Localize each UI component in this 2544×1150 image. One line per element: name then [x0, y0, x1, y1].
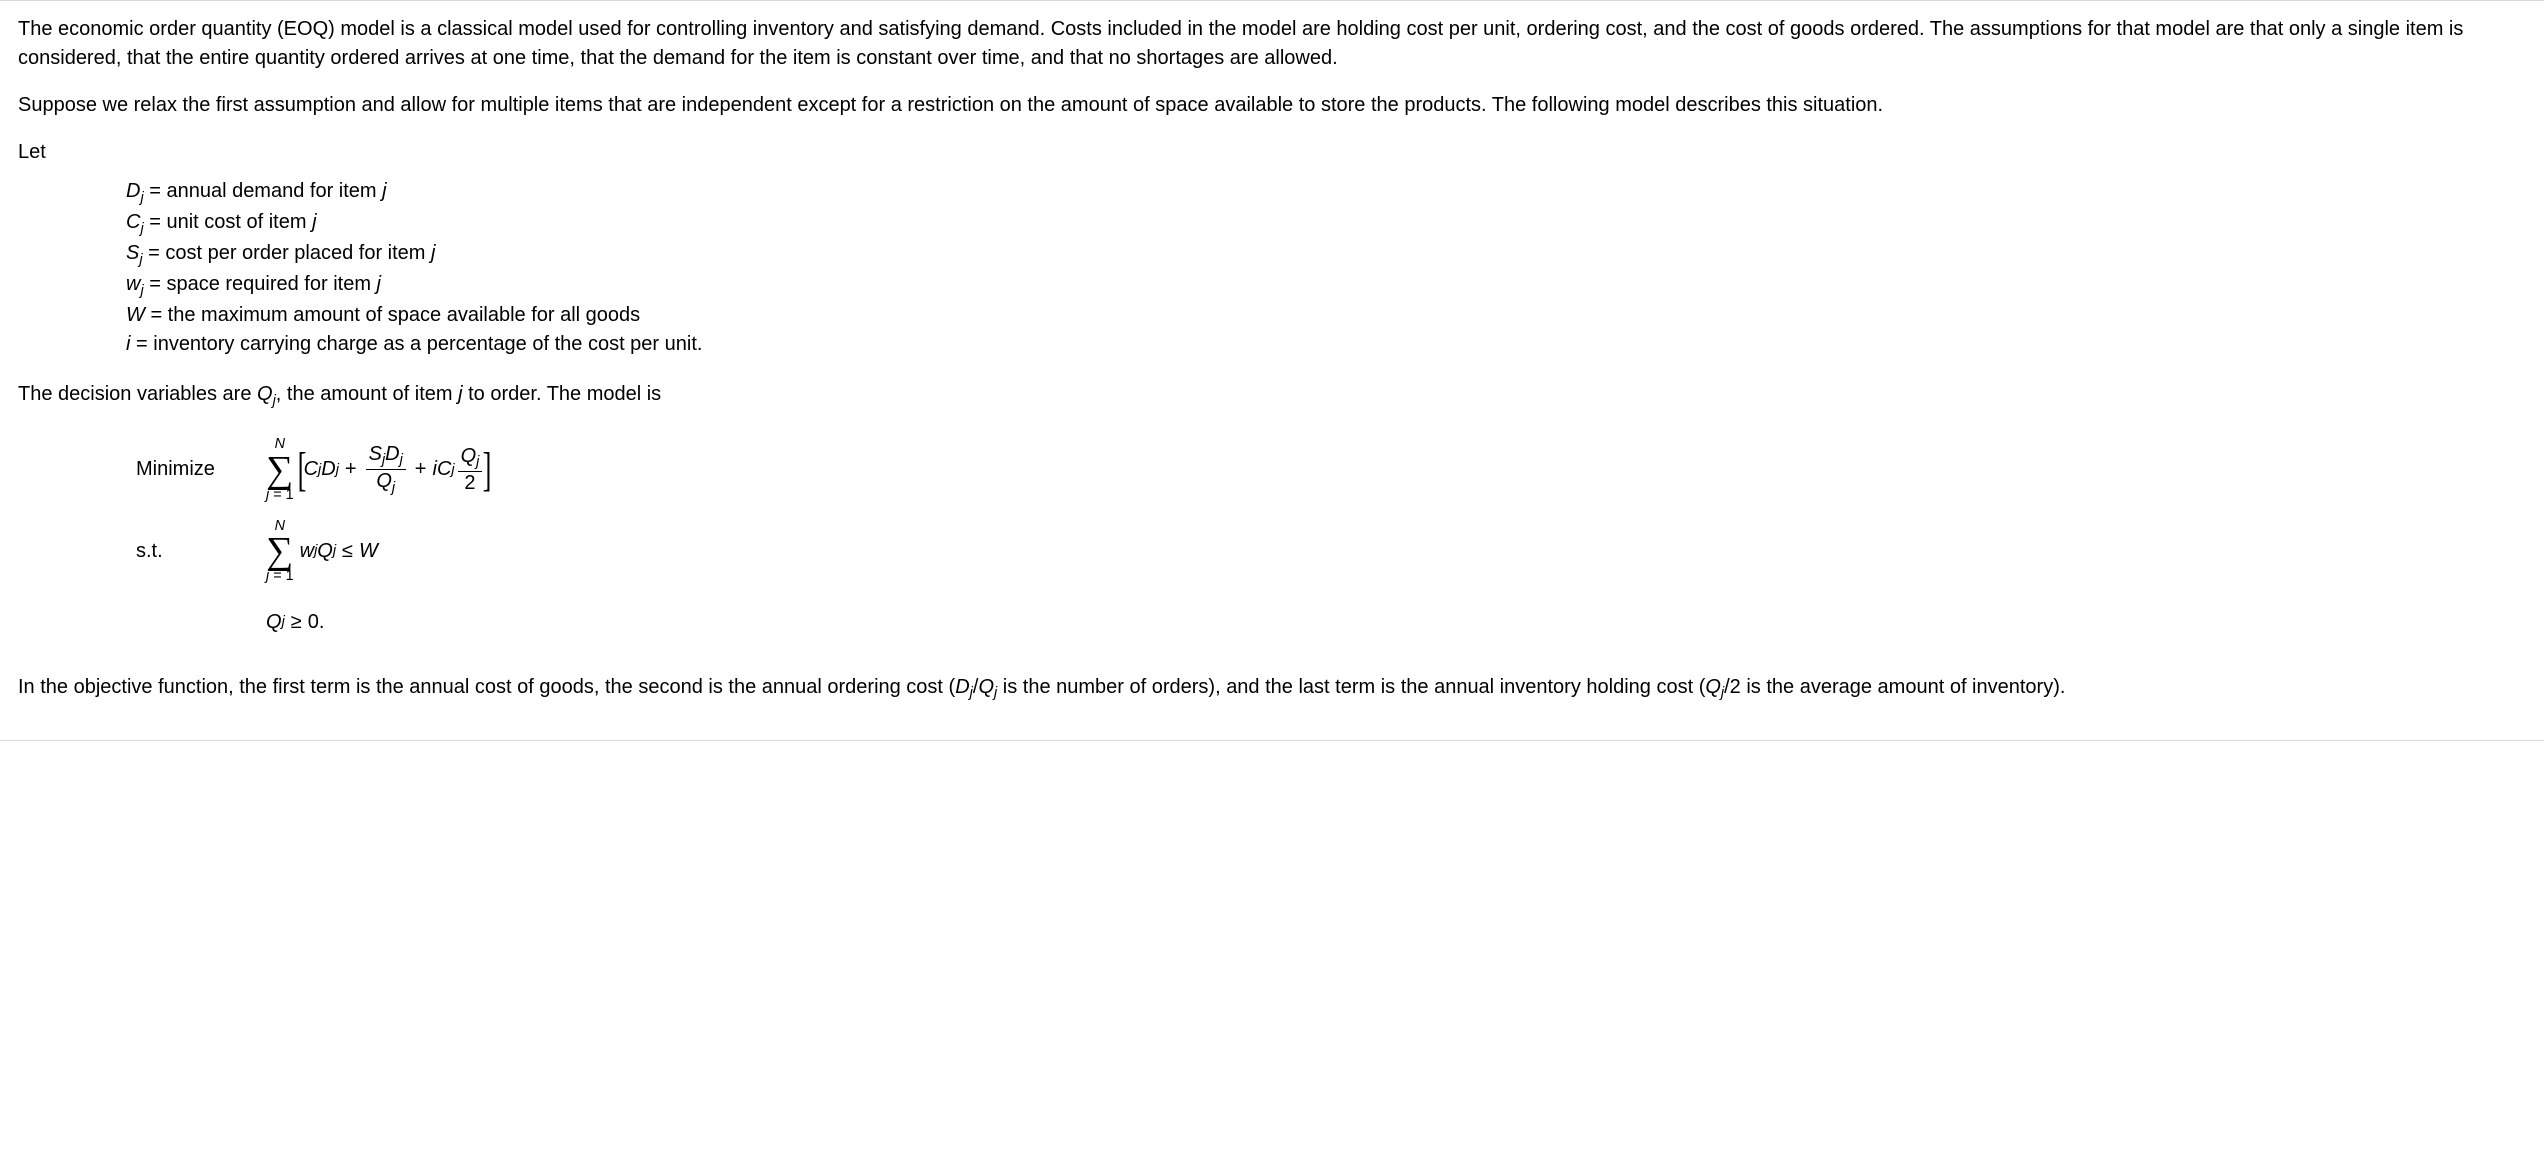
- fraction-Q-over-2: Qj 2: [458, 446, 483, 495]
- st-label: s.t.: [18, 537, 266, 566]
- objective-expression: N ∑ j = 1 [ CjDj + SjDj Qj + iCj: [266, 437, 2526, 502]
- summation-icon: N ∑ j = 1: [266, 519, 294, 584]
- problem-statement: The economic order quantity (EOQ) model …: [0, 0, 2544, 741]
- objective-row: Minimize N ∑ j = 1 [ CjDj + SjDj Qj +: [18, 437, 2526, 502]
- model-formulation: Minimize N ∑ j = 1 [ CjDj + SjDj Qj +: [18, 437, 2526, 644]
- intro-paragraph-2: Suppose we relax the first assumption an…: [18, 91, 2526, 120]
- def-Cj: Cj = unit cost of item j: [126, 208, 2526, 239]
- nonnegativity-row: Qj ≥ 0.: [18, 600, 2526, 645]
- let-label: Let: [18, 138, 2526, 167]
- minimize-label: Minimize: [18, 455, 266, 484]
- intro-paragraph-1: The economic order quantity (EOQ) model …: [18, 15, 2526, 73]
- variable-definitions: Dj = annual demand for item j Cj = unit …: [126, 177, 2526, 358]
- nonnegativity-expression: Qj ≥ 0.: [266, 600, 2526, 645]
- constraint-row: s.t. N ∑ j = 1 wjQj ≤ W: [18, 519, 2526, 584]
- def-wj: wj = space required for item j: [126, 270, 2526, 301]
- def-Dj: Dj = annual demand for item j: [126, 177, 2526, 208]
- def-i: i = inventory carrying charge as a perce…: [126, 330, 2526, 358]
- constraint-expression: N ∑ j = 1 wjQj ≤ W: [266, 519, 2526, 584]
- fraction-SD-over-Q: SjDj Qj: [366, 444, 406, 496]
- def-Sj: Sj = cost per order placed for item j: [126, 239, 2526, 270]
- decision-variables: The decision variables are Qj, the amoun…: [18, 380, 2526, 411]
- summation-icon: N ∑ j = 1: [266, 437, 294, 502]
- closing-paragraph: In the objective function, the first ter…: [18, 673, 2526, 704]
- def-W: W = the maximum amount of space availabl…: [126, 301, 2526, 329]
